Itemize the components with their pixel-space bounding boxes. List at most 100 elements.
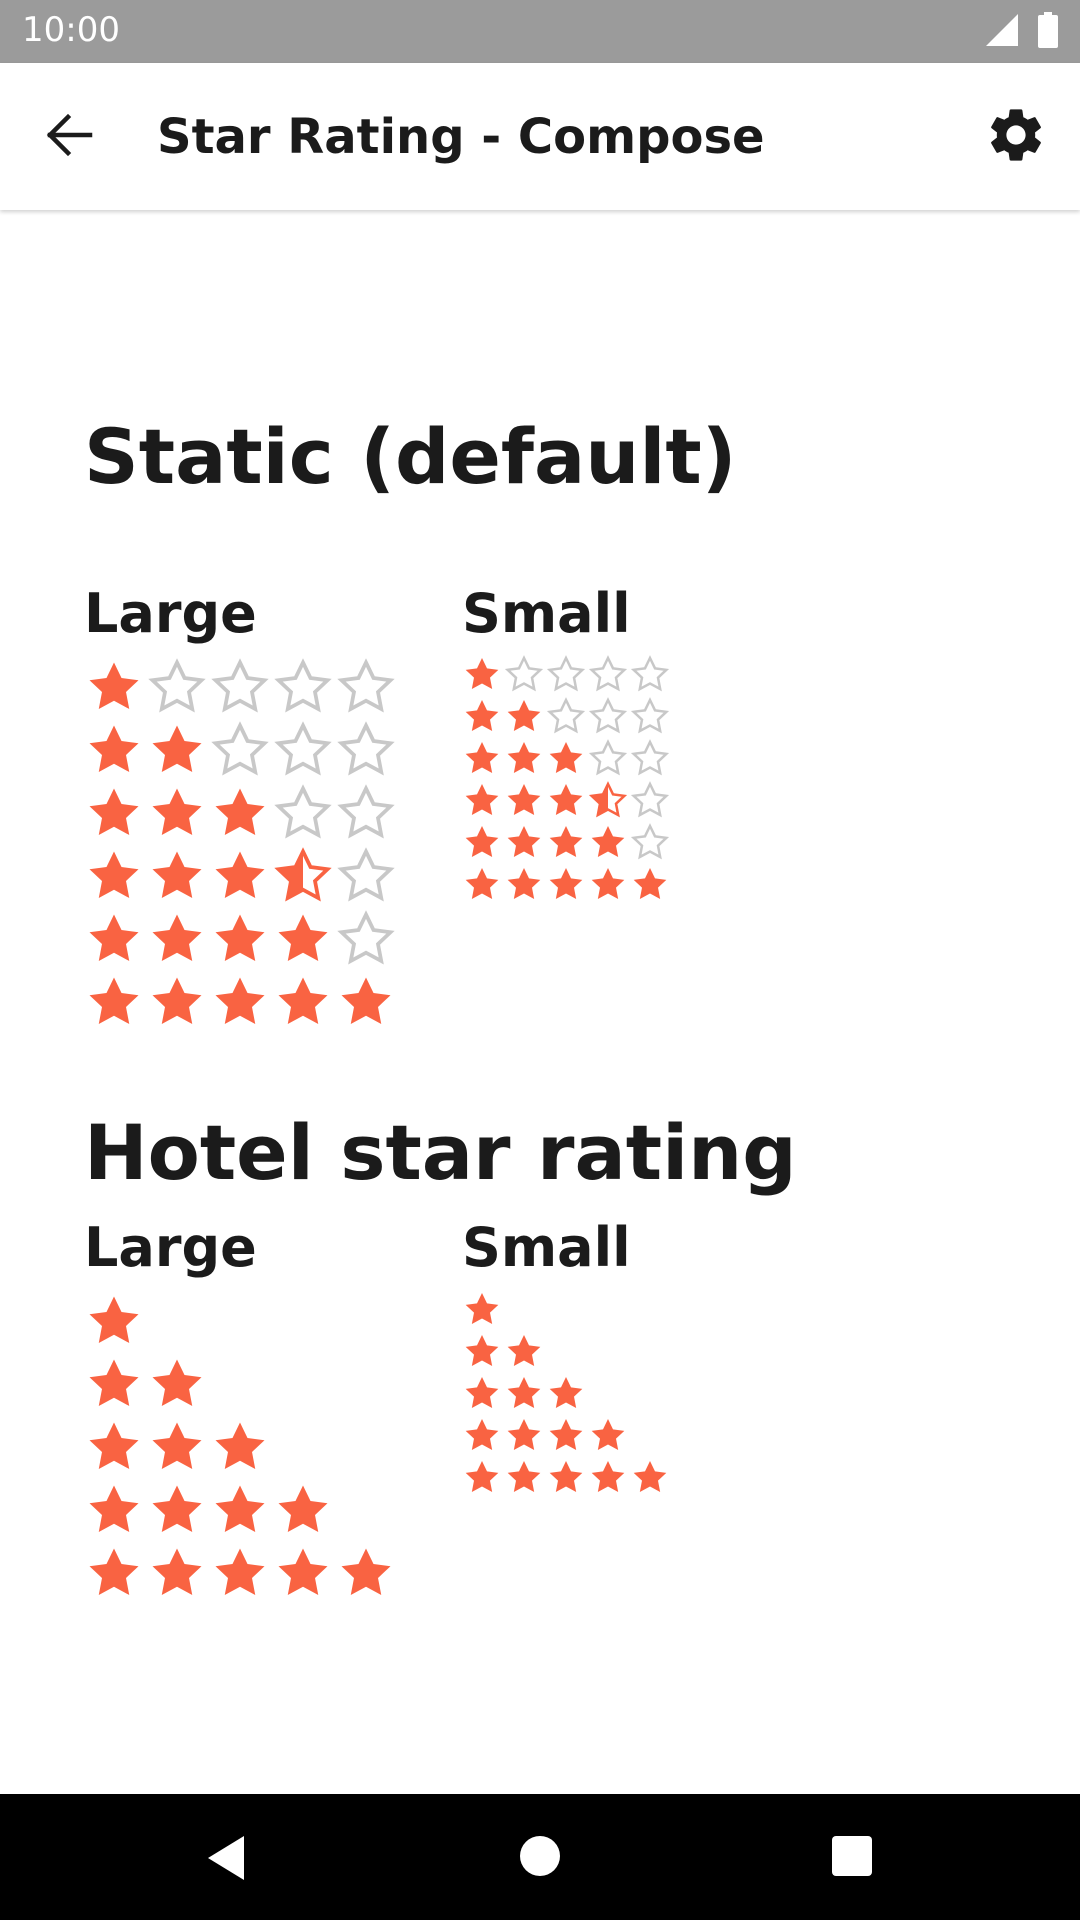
rating-row bbox=[462, 655, 670, 695]
star-filled-icon bbox=[549, 1461, 583, 1492]
star-filled-icon bbox=[278, 914, 328, 961]
star-filled-icon bbox=[507, 1461, 541, 1492]
star-filled-icon bbox=[215, 1548, 265, 1595]
star-filled-icon bbox=[591, 1461, 625, 1492]
label-large-static: Large bbox=[84, 582, 257, 645]
star-half-icon bbox=[274, 847, 332, 902]
star-filled-icon bbox=[549, 784, 583, 815]
star-filled-icon bbox=[89, 788, 139, 835]
star-filled-icon bbox=[278, 977, 328, 1024]
star-filled-icon bbox=[507, 742, 541, 773]
star-empty-icon bbox=[630, 823, 670, 860]
nav-back-icon[interactable] bbox=[204, 1834, 248, 1882]
label-small-hotel: Small bbox=[462, 1216, 631, 1279]
star-empty-icon bbox=[630, 739, 670, 776]
star-empty-icon bbox=[148, 658, 206, 713]
gear-icon[interactable] bbox=[984, 103, 1048, 167]
star-empty-icon bbox=[337, 847, 395, 902]
star-filled-icon bbox=[215, 977, 265, 1024]
signal-icon bbox=[986, 14, 1018, 46]
rating-row bbox=[462, 1332, 544, 1372]
star-empty-icon bbox=[588, 655, 628, 692]
star-filled-icon bbox=[591, 868, 625, 899]
rating-row bbox=[84, 1544, 396, 1604]
rating-row bbox=[84, 658, 396, 718]
rating-row bbox=[462, 1416, 628, 1456]
star-half-icon bbox=[588, 781, 628, 818]
star-filled-icon bbox=[215, 1422, 265, 1469]
star-empty-icon bbox=[337, 721, 395, 776]
star-filled-icon bbox=[152, 788, 202, 835]
star-filled-icon bbox=[278, 1485, 328, 1532]
rating-row bbox=[84, 1481, 333, 1541]
star-filled-icon bbox=[152, 1485, 202, 1532]
rating-row bbox=[462, 1458, 670, 1498]
star-filled-icon bbox=[633, 1461, 667, 1492]
star-filled-icon bbox=[152, 1422, 202, 1469]
star-empty-icon bbox=[630, 697, 670, 734]
star-filled-icon bbox=[465, 1335, 499, 1366]
star-filled-icon bbox=[341, 977, 391, 1024]
star-filled-icon bbox=[549, 1377, 583, 1408]
star-empty-icon bbox=[588, 697, 628, 734]
star-empty-icon bbox=[274, 784, 332, 839]
star-filled-icon bbox=[507, 1335, 541, 1366]
star-filled-icon bbox=[89, 1422, 139, 1469]
star-filled-icon bbox=[89, 914, 139, 961]
navigation-bar bbox=[0, 1794, 1080, 1920]
star-filled-icon bbox=[507, 1419, 541, 1450]
star-empty-icon bbox=[337, 910, 395, 965]
back-arrow-icon[interactable] bbox=[40, 107, 96, 163]
rating-row bbox=[462, 781, 670, 821]
star-filled-icon bbox=[465, 700, 499, 731]
star-filled-icon bbox=[89, 977, 139, 1024]
app-bar: Star Rating - Compose bbox=[0, 63, 1080, 210]
star-filled-icon bbox=[152, 851, 202, 898]
star-filled-icon bbox=[89, 1359, 139, 1406]
star-filled-icon bbox=[152, 1548, 202, 1595]
star-filled-icon bbox=[89, 1485, 139, 1532]
star-empty-icon bbox=[337, 784, 395, 839]
star-filled-icon bbox=[549, 1419, 583, 1450]
label-large-hotel: Large bbox=[84, 1216, 257, 1279]
star-filled-icon bbox=[89, 725, 139, 772]
star-filled-icon bbox=[633, 868, 667, 899]
star-empty-icon bbox=[630, 655, 670, 692]
nav-recents-icon[interactable] bbox=[832, 1836, 872, 1876]
star-empty-icon bbox=[337, 658, 395, 713]
rating-row bbox=[462, 739, 670, 779]
star-filled-icon bbox=[152, 914, 202, 961]
rating-row bbox=[462, 1290, 502, 1330]
star-filled-icon bbox=[465, 742, 499, 773]
rating-row bbox=[84, 973, 396, 1033]
star-filled-icon bbox=[89, 662, 139, 709]
status-time: 10:00 bbox=[22, 10, 120, 50]
star-filled-icon bbox=[591, 1419, 625, 1450]
star-filled-icon bbox=[549, 742, 583, 773]
rating-row bbox=[84, 1292, 144, 1352]
rating-row bbox=[84, 1355, 207, 1415]
rating-row bbox=[84, 847, 396, 907]
star-empty-icon bbox=[211, 658, 269, 713]
star-filled-icon bbox=[507, 868, 541, 899]
star-empty-icon bbox=[546, 655, 586, 692]
star-empty-icon bbox=[211, 721, 269, 776]
star-filled-icon bbox=[507, 1377, 541, 1408]
star-filled-icon bbox=[507, 700, 541, 731]
section-title-static: Static (default) bbox=[84, 412, 737, 501]
star-filled-icon bbox=[465, 1293, 499, 1324]
status-bar: 10:00 bbox=[0, 0, 1080, 63]
star-filled-icon bbox=[549, 868, 583, 899]
battery-icon bbox=[1038, 12, 1058, 48]
star-filled-icon bbox=[591, 826, 625, 857]
star-filled-icon bbox=[89, 851, 139, 898]
rating-row bbox=[84, 910, 396, 970]
star-empty-icon bbox=[274, 658, 332, 713]
star-filled-icon bbox=[89, 1548, 139, 1595]
star-filled-icon bbox=[341, 1548, 391, 1595]
star-filled-icon bbox=[152, 725, 202, 772]
rating-row bbox=[462, 697, 670, 737]
star-filled-icon bbox=[465, 784, 499, 815]
star-filled-icon bbox=[465, 1377, 499, 1408]
nav-home-icon[interactable] bbox=[520, 1836, 560, 1876]
